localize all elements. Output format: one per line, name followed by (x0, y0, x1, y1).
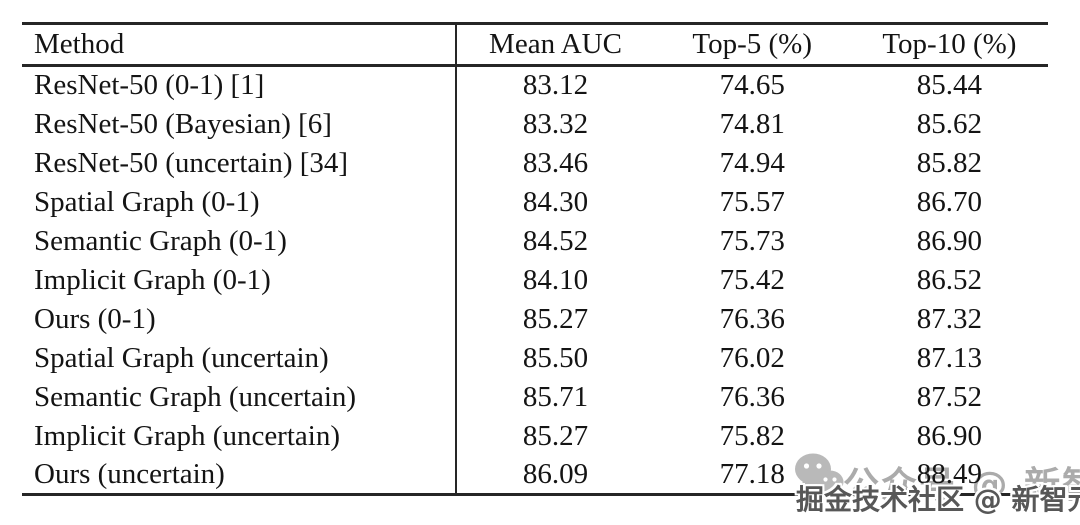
method-cell: Spatial Graph (uncertain) (22, 338, 458, 378)
mean-auc-cell: 85.27 (522, 419, 589, 452)
top5-cell: 74.94 (719, 146, 785, 179)
method-cell: Ours (uncertain) (22, 455, 458, 495)
method-cell: Spatial Graph (0-1) (22, 182, 458, 222)
wechat-icon (795, 453, 844, 499)
col-header-method: Method (22, 23, 458, 67)
mean-auc-cell: 85.50 (522, 341, 589, 374)
table-body: ResNet-50 (0-1) [1] 83.12 74.65 85.44 Re… (22, 65, 1048, 495)
top5-cell: 77.18 (719, 457, 785, 490)
mean-auc-cell: 84.10 (522, 263, 589, 296)
top5-cell: 75.82 (719, 419, 785, 452)
method-cell: Implicit Graph (0-1) (22, 260, 458, 300)
top5-cell: 76.02 (719, 341, 785, 374)
mean-auc-cell: 84.30 (522, 185, 589, 218)
top10-cell: 86.90 (916, 224, 983, 257)
table-row: ResNet-50 (0-1) [1] 83.12 74.65 85.44 (22, 65, 1048, 105)
mean-auc-cell: 84.52 (522, 224, 589, 257)
community-watermark: 掘金技术社区 @ 新智元 (796, 483, 1080, 516)
top10-cell: 85.62 (916, 107, 983, 140)
table-row: ResNet-50 (uncertain) [34] 83.46 74.94 8… (22, 143, 1048, 183)
col-header-mean-auc: Mean AUC (456, 23, 654, 67)
top10-cell: 86.70 (916, 185, 983, 218)
method-cell: Ours (0-1) (22, 299, 458, 339)
mean-auc-cell: 83.12 (522, 69, 589, 102)
top10-cell: 86.52 (916, 263, 983, 296)
top10-cell: 85.82 (916, 146, 983, 179)
table-row: Spatial Graph (0-1) 84.30 75.57 86.70 (22, 182, 1048, 222)
top5-cell: 74.65 (719, 69, 785, 102)
header-row: Method Mean AUC Top-5 (%) Top-10 (%) (22, 23, 1048, 67)
top5-cell: 74.81 (719, 107, 785, 140)
top10-cell: 85.44 (916, 69, 983, 102)
method-cell: Semantic Graph (0-1) (22, 221, 458, 261)
table-row: Implicit Graph (uncertain) 85.27 75.82 8… (22, 416, 1048, 456)
col-header-top10: Top-10 (%) (850, 23, 1048, 67)
method-cell: ResNet-50 (uncertain) [34] (22, 143, 458, 183)
table-row: Semantic Graph (0-1) 84.52 75.73 86.90 (22, 221, 1048, 261)
wechat-account-watermark: 公众号 @ 新智元 (843, 465, 1080, 506)
top10-cell: 88.49 (916, 457, 983, 490)
table-row: Spatial Graph (uncertain) 85.50 76.02 87… (22, 338, 1048, 378)
mean-auc-cell: 85.71 (522, 380, 589, 413)
table-header: Method Mean AUC Top-5 (%) Top-10 (%) (22, 23, 1048, 67)
mean-auc-cell: 83.46 (522, 146, 589, 179)
method-cell: Implicit Graph (uncertain) (22, 416, 458, 456)
top10-cell: 87.32 (916, 302, 983, 335)
table-row: Ours (0-1) 85.27 76.36 87.32 (22, 299, 1048, 339)
top10-cell: 86.90 (916, 419, 983, 452)
top5-cell: 76.36 (719, 302, 785, 335)
method-cell: ResNet-50 (Bayesian) [6] (22, 104, 458, 144)
top5-cell: 75.57 (719, 185, 785, 218)
col-header-top5: Top-5 (%) (653, 23, 851, 67)
results-table: Method Mean AUC Top-5 (%) Top-10 (%) Res… (22, 22, 1048, 496)
top5-cell: 76.36 (719, 380, 785, 413)
table-row: Semantic Graph (uncertain) 85.71 76.36 8… (22, 377, 1048, 417)
table-row: Ours (uncertain) 86.09 77.18 88.49 (22, 455, 1048, 495)
top10-cell: 87.52 (916, 380, 983, 413)
top5-cell: 75.73 (719, 224, 785, 257)
table-row: ResNet-50 (Bayesian) [6] 83.32 74.81 85.… (22, 104, 1048, 144)
top5-cell: 75.42 (719, 263, 785, 296)
mean-auc-cell: 85.27 (522, 302, 589, 335)
mean-auc-cell: 86.09 (522, 457, 589, 490)
top10-cell: 87.13 (916, 341, 983, 374)
method-cell: Semantic Graph (uncertain) (22, 377, 458, 417)
table-row: Implicit Graph (0-1) 84.10 75.42 86.52 (22, 260, 1048, 300)
method-cell: ResNet-50 (0-1) [1] (22, 65, 458, 105)
mean-auc-cell: 83.32 (522, 107, 589, 140)
